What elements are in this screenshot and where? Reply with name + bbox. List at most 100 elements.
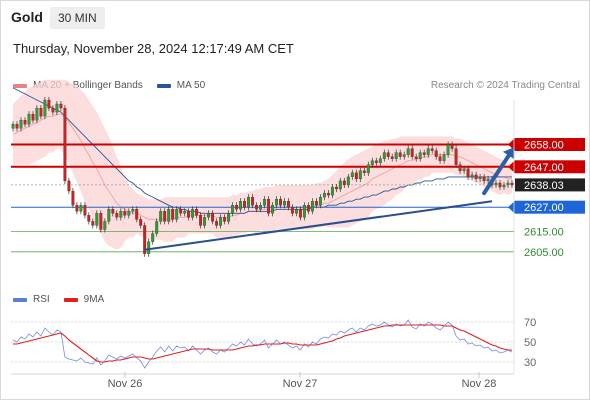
candle-down: [410, 148, 414, 157]
candle-up: [346, 176, 350, 186]
candle-down: [51, 107, 55, 113]
candle-up: [259, 205, 262, 210]
candle-down: [390, 156, 394, 159]
candle-up: [302, 205, 306, 218]
candle-up: [370, 160, 374, 165]
legend-item-9ma: 9MA: [63, 294, 105, 305]
candle-up: [263, 199, 266, 206]
candle-up: [283, 201, 286, 206]
rsi-tick-50: 50: [524, 337, 536, 349]
candle-up: [155, 221, 159, 234]
candle-down: [466, 168, 470, 178]
candle-down: [267, 199, 270, 214]
candle-down: [255, 205, 258, 210]
level-label-2658-00: 2658.00: [524, 140, 564, 152]
candle-down: [326, 192, 330, 196]
candle-down: [474, 174, 478, 180]
candle-down: [414, 156, 418, 159]
candle-down: [450, 144, 454, 149]
candle-down: [362, 170, 366, 173]
candle-up: [338, 180, 342, 190]
candle-up: [119, 211, 123, 218]
price-legend: MA 20 + Bollinger Bands MA 50: [13, 80, 219, 91]
candle-up: [159, 211, 163, 222]
level-label-2605-00: 2605.00: [524, 247, 564, 259]
candle-down: [279, 199, 282, 206]
candle-up: [426, 148, 430, 155]
projection-arrow-shaft: [482, 148, 514, 196]
candle-down: [59, 103, 63, 109]
legend-swatch-rsi: [13, 297, 27, 302]
x-tick-label: Nov 28: [462, 378, 497, 390]
timeframe-button[interactable]: 30 MIN: [50, 7, 105, 29]
candle-down: [123, 211, 127, 216]
candle-up: [183, 211, 187, 214]
level-label-bg-2638-03: [515, 178, 585, 192]
candle-down: [314, 201, 318, 206]
legend-item-ma50: MA 50: [156, 80, 206, 91]
candle-up: [275, 199, 278, 206]
candle-down: [454, 148, 458, 165]
candle-up: [107, 209, 111, 222]
candle-down: [430, 148, 434, 151]
candle-up: [231, 205, 235, 214]
candle-down: [111, 209, 115, 214]
candle-up: [167, 209, 171, 222]
candle-down: [179, 209, 183, 214]
candle-up: [442, 154, 446, 161]
rsi-legend: RSI 9MA: [13, 294, 118, 305]
bollinger-band-area: [13, 79, 512, 250]
level-label-bg-2647-00: [515, 160, 585, 174]
candle-down: [286, 201, 290, 208]
candle-up: [358, 170, 362, 180]
candle-down: [83, 205, 87, 216]
candle-up: [406, 148, 410, 155]
level-label-bg-2658-00: [515, 138, 585, 151]
level-label-2627-00: 2627.00: [524, 202, 564, 214]
candle-down: [139, 219, 143, 226]
candle-down: [458, 164, 462, 172]
candle-up: [103, 221, 107, 230]
rsi-line: [12, 319, 513, 369]
candle-down: [251, 196, 254, 206]
legend-swatch-ma20: [13, 83, 27, 88]
ma50-line: [12, 87, 512, 214]
candle-down: [223, 217, 227, 222]
rsi-tick-70: 70: [524, 317, 536, 329]
candle-up: [478, 176, 482, 180]
candle-down: [211, 213, 215, 222]
candle-up: [79, 205, 83, 212]
legend-swatch-ma50: [156, 83, 171, 88]
level-label-arrow-2647-00: [508, 160, 515, 174]
candle-down: [243, 201, 246, 208]
candle-up: [330, 186, 334, 196]
candle-down: [99, 213, 103, 230]
candle-down: [71, 190, 75, 206]
candle-down: [47, 99, 51, 109]
rsi-tick-30: 30: [524, 357, 536, 369]
candle-up: [486, 178, 490, 182]
candle-down: [163, 211, 167, 222]
candle-up: [203, 217, 207, 226]
candle-down: [422, 152, 426, 155]
candle-down: [63, 107, 67, 182]
candle-up: [310, 201, 314, 212]
symbol-title: Gold: [11, 9, 43, 25]
candle-down: [298, 209, 302, 218]
candle-down: [215, 221, 219, 226]
candle-up: [462, 168, 466, 171]
candle-down: [342, 180, 346, 186]
candle-down: [398, 152, 402, 157]
legend-label-ma50: MA 50: [176, 80, 206, 91]
candle-down: [195, 209, 199, 216]
candle-down: [306, 205, 310, 212]
candle-up: [43, 99, 47, 117]
candle-down: [135, 209, 139, 220]
legend-label-9ma: 9MA: [83, 294, 105, 305]
candle-up: [418, 152, 422, 159]
candle-up: [446, 144, 450, 155]
candle-down: [438, 156, 442, 161]
candle-up: [350, 172, 354, 177]
legend-label-rsi: RSI: [33, 294, 50, 305]
